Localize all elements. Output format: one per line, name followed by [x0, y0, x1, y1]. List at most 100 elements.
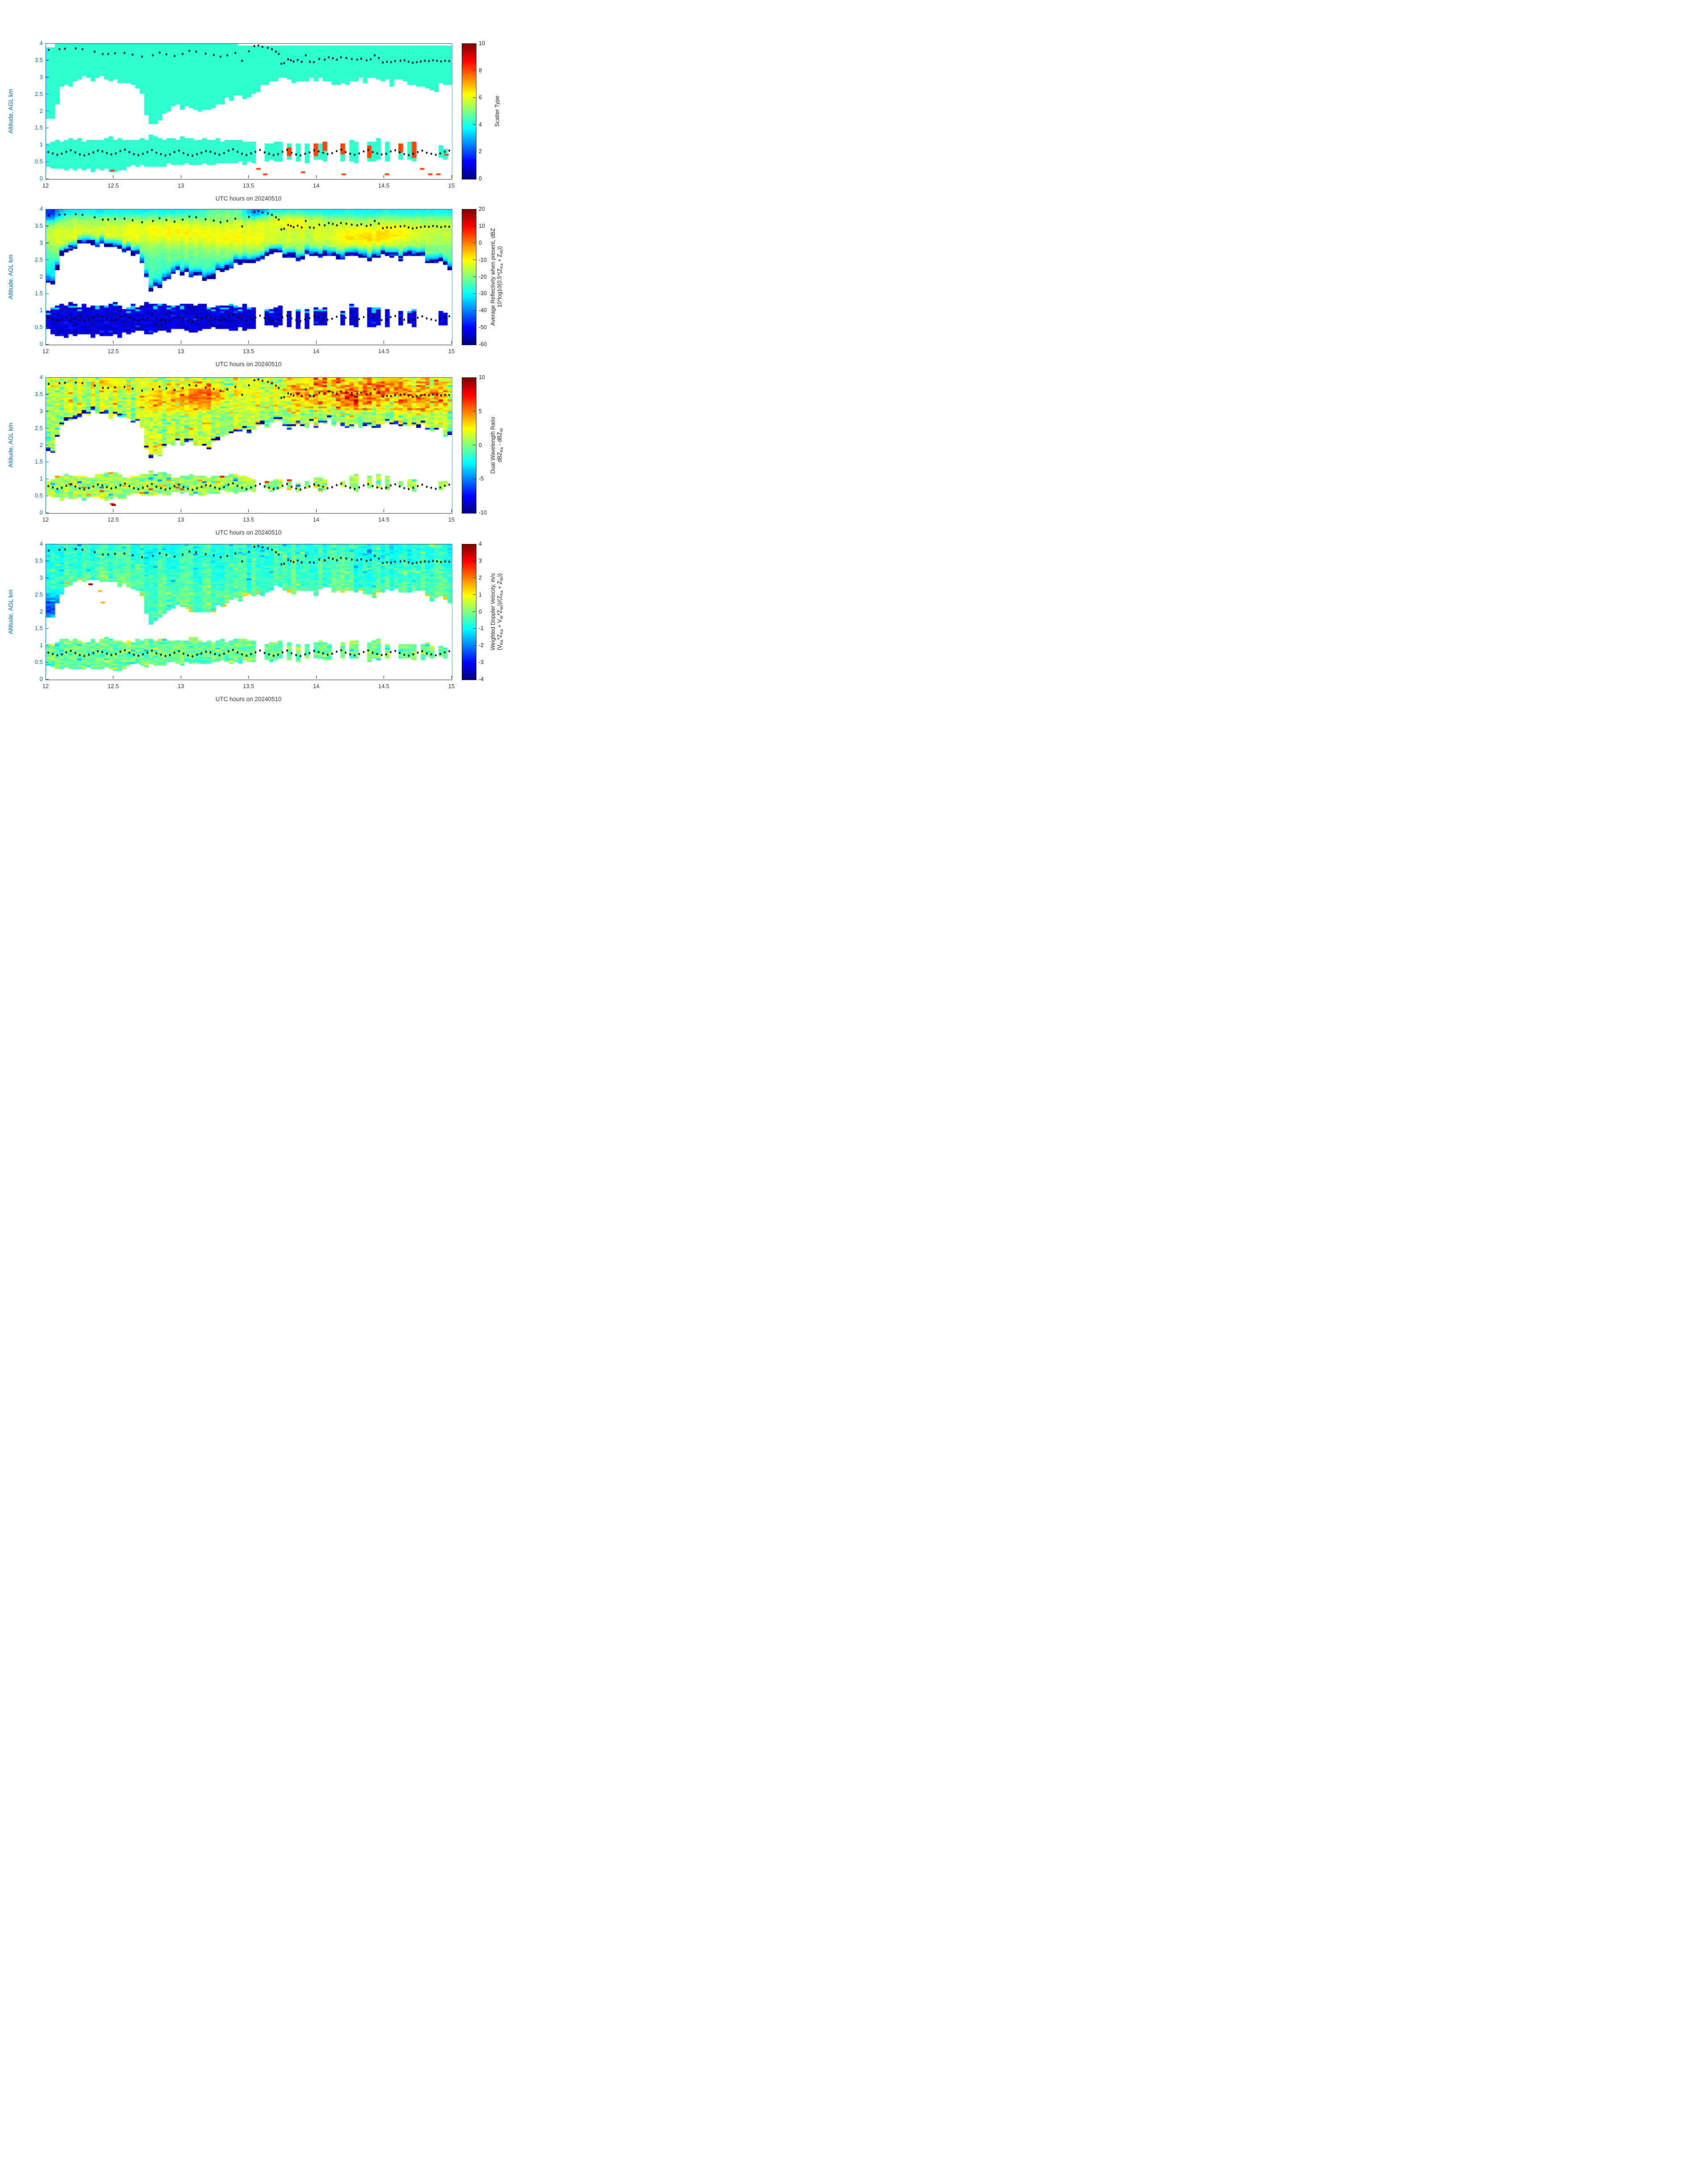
colorbar-tick-mark [473, 560, 476, 561]
y-tick-label: 0 [39, 676, 43, 682]
panel-dual-wavelength-ratio: Altitude, AGL km UTC hours on 20240510 D… [0, 374, 569, 536]
x-tick-mark [248, 175, 249, 178]
colorbar-tick-mark [473, 97, 476, 98]
colorbar-tick-mark [473, 276, 476, 277]
x-tick-label: 15 [448, 182, 455, 189]
x-axis-label: UTC hours on 20240510 [215, 529, 282, 536]
x-tick-label: 14 [313, 516, 320, 523]
x-tick-label: 14 [313, 348, 320, 355]
y-tick-mark [46, 628, 49, 629]
y-tick-label: 0.5 [34, 492, 43, 499]
colorbar-tick-mark [473, 151, 476, 152]
x-tick-label: 12 [42, 683, 49, 689]
y-tick-label: 1 [39, 475, 43, 482]
y-tick-mark [46, 344, 49, 345]
colorbar-tick-label: -10 [479, 256, 487, 263]
y-tick-label: 0 [39, 175, 43, 182]
x-tick-mark [451, 676, 452, 679]
colorbar-tick-label: -40 [479, 307, 487, 314]
x-tick-mark [451, 509, 452, 512]
plot-area [46, 544, 452, 680]
colorbar-tick-label: -4 [479, 676, 484, 682]
x-tick-label: 12 [42, 348, 49, 355]
x-tick-label: 14.5 [378, 348, 390, 355]
x-tick-label: 13.5 [242, 516, 255, 523]
colorbar-tick-label: 20 [479, 206, 485, 212]
colorbar-tick-label: -3 [479, 659, 484, 666]
x-tick-label: 13.5 [242, 182, 255, 189]
x-tick-label: 15 [448, 683, 455, 689]
colorbar-tick-label: 10 [479, 374, 485, 380]
colorbar-tick-label: 0 [479, 175, 482, 182]
colorbar-tick-label: 6 [479, 94, 482, 101]
panel-weighted-doppler-velocity: Altitude, AGL km UTC hours on 20240510 W… [0, 540, 569, 703]
y-tick-label: 2 [39, 273, 43, 280]
colorbar-tick-mark [473, 70, 476, 71]
x-tick-label: 14 [313, 182, 320, 189]
x-tick-label: 14.5 [378, 182, 390, 189]
x-tick-label: 15 [448, 348, 455, 355]
y-tick-label: 4 [39, 540, 43, 547]
y-tick-mark [46, 259, 49, 260]
colorbar-tick-label: -10 [479, 510, 487, 516]
y-tick-mark [46, 679, 49, 680]
y-tick-label: 1 [39, 307, 43, 314]
y-tick-label: 3 [39, 407, 43, 414]
y-tick-mark [46, 662, 49, 663]
y-tick-label: 0.5 [34, 324, 43, 331]
colorbar-tick-mark [473, 242, 476, 243]
x-tick-mark [248, 341, 249, 344]
plot-area [46, 43, 452, 180]
y-tick-label: 3 [39, 73, 43, 80]
y-tick-label: 2 [39, 107, 43, 114]
y-tick-mark [46, 577, 49, 578]
colorbar-label: Scatter Type [494, 95, 501, 127]
x-tick-label: 15 [448, 516, 455, 523]
y-tick-mark [46, 327, 49, 328]
colorbar-tick-label: 8 [479, 67, 482, 74]
y-tick-mark [46, 43, 49, 44]
colorbar-tick-mark [473, 577, 476, 578]
y-tick-label: 2.5 [34, 424, 43, 431]
colorbar-tick-label: -5 [479, 476, 484, 482]
y-tick-label: 2.5 [34, 90, 43, 97]
y-tick-label: 2.5 [34, 591, 43, 598]
y-tick-label: 1.5 [34, 458, 43, 465]
x-tick-label: 12.5 [107, 516, 119, 523]
panel-scatter-type: Altitude, AGL km UTC hours on 20240510 S… [0, 40, 569, 202]
colorbar-canvas [462, 43, 476, 180]
colorbar-tick-label: 5 [479, 408, 482, 414]
x-tick-mark [248, 509, 249, 512]
y-tick-label: 0 [39, 509, 43, 516]
panel-average-reflectivity: Altitude, AGL km UTC hours on 20240510 A… [0, 206, 569, 368]
y-tick-label: 3.5 [34, 557, 43, 564]
colorbar-tick-mark [473, 662, 476, 663]
colorbar-tick-mark [473, 293, 476, 294]
colorbar-canvas [462, 377, 476, 514]
y-tick-label: 3.5 [34, 222, 43, 229]
y-tick-label: 4 [39, 374, 43, 380]
y-tick-label: 2.5 [34, 256, 43, 263]
y-tick-mark [46, 242, 49, 243]
y-axis-label: Altitude, AGL km [7, 422, 14, 468]
x-tick-label: 14.5 [378, 683, 390, 689]
colorbar-tick-label: -60 [479, 341, 487, 347]
colorbar-tick-mark [473, 327, 476, 328]
x-tick-label: 14 [313, 683, 320, 689]
colorbar-tick-label: -30 [479, 290, 487, 297]
x-tick-label: 12.5 [107, 348, 119, 355]
colorbar-tick-label: -1 [479, 625, 484, 632]
y-tick-label: 1.5 [34, 625, 43, 632]
y-tick-label: 3 [39, 574, 43, 581]
y-tick-label: 0 [39, 341, 43, 347]
y-tick-label: 3 [39, 239, 43, 246]
y-tick-label: 1 [39, 642, 43, 649]
x-tick-label: 14.5 [378, 516, 390, 523]
heatmap-canvas [46, 44, 452, 179]
x-tick-mark [248, 676, 249, 679]
y-tick-mark [46, 560, 49, 561]
y-axis-label: Altitude, AGL km [7, 589, 14, 634]
x-tick-label: 13 [177, 683, 184, 689]
y-tick-mark [46, 377, 49, 378]
y-tick-mark [46, 276, 49, 277]
